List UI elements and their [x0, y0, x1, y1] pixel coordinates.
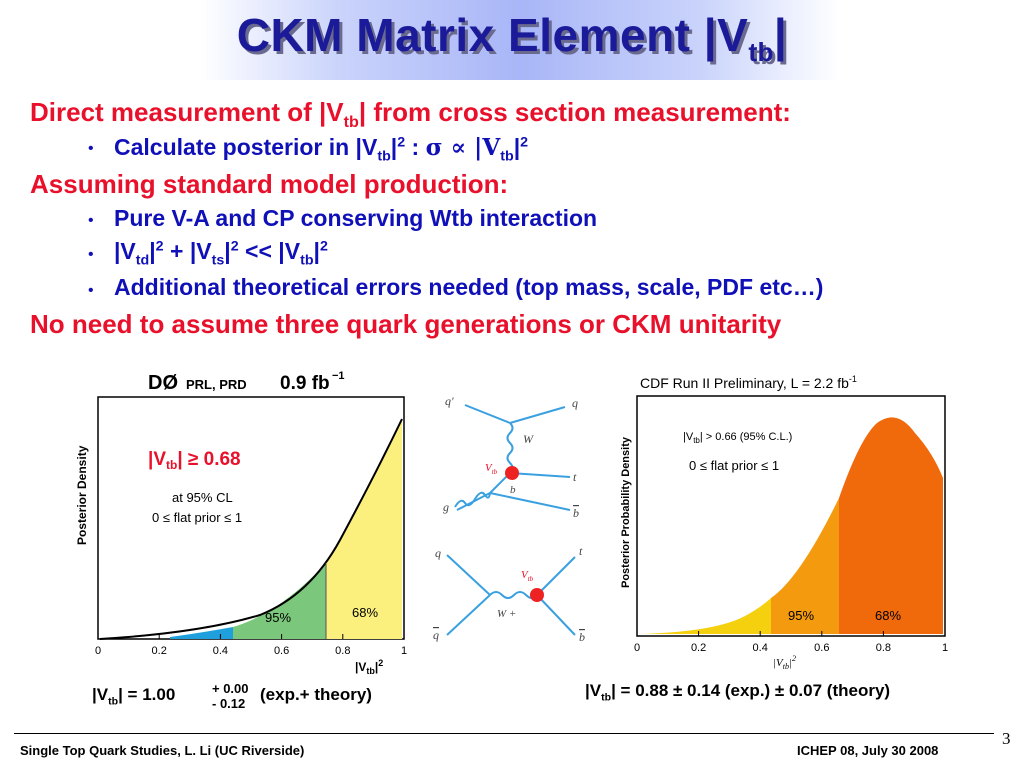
- svg-text:g: g: [443, 500, 449, 514]
- d0-tick-label: 0.2: [152, 645, 167, 657]
- vtb-vertex-top: [505, 466, 519, 480]
- d0-result-errors: + 0.00- 0.12: [212, 681, 249, 711]
- d0-result-label: |Vtb| ≥ 0.68: [148, 449, 241, 472]
- feynman-bottom: q q t b W + Vtb: [433, 544, 585, 644]
- cdf-region-95: [771, 498, 839, 634]
- svg-text:t: t: [573, 470, 577, 484]
- d0-header-lumi: 0.9 fb: [280, 373, 330, 394]
- bullet-dot: •: [88, 282, 94, 299]
- cdf-region-tail: [639, 598, 771, 634]
- svg-text:W +: W +: [497, 608, 516, 620]
- bullet-dot: •: [88, 212, 94, 229]
- cdf-prior-text: 0 ≤ flat prior ≤ 1: [689, 458, 779, 473]
- heading-direct-measurement: Direct measurement of |Vtb| from cross s…: [30, 97, 791, 132]
- svg-text:W: W: [523, 432, 534, 446]
- cdf-band-95-label: 95%: [788, 608, 814, 623]
- d0-tick-label: 0.4: [213, 645, 228, 657]
- bullet-vtd-vts: |Vtd|2 + |Vts|2 << |Vtb|2: [114, 238, 328, 269]
- svg-text:Vtb: Vtb: [485, 462, 498, 476]
- bullet-posterior: Calculate posterior in |Vtb|2 : σ ∝ |Vtb…: [114, 134, 529, 165]
- feynman-diagrams: q' q W Vtb t b g b q q t b W + Vtb: [433, 394, 585, 644]
- bullet-dot: •: [88, 140, 94, 157]
- d0-posterior-plot: DØ PRL, PRD 0.9 fb −1 Posterior Density …: [75, 370, 407, 676]
- cdf-limit-text: |Vtb| > 0.66 (95% C.L.): [683, 431, 792, 445]
- d0-tick-label: 1: [401, 645, 407, 657]
- cdf-header: CDF Run II Preliminary, L = 2.2 fb-1: [640, 374, 857, 391]
- d0-result-suffix: (exp.+ theory): [260, 685, 372, 704]
- d0-y-axis-label: Posterior Density: [75, 445, 89, 545]
- svg-text:q: q: [435, 546, 441, 560]
- d0-region-tail: [170, 627, 233, 639]
- vtb-vertex-bottom: [530, 588, 544, 602]
- footer-right: ICHEP 08, July 30 2008: [797, 743, 939, 758]
- bullet-dot: •: [88, 246, 94, 263]
- cdf-x-axis-label: |Vtb|2: [773, 654, 796, 671]
- cdf-y-axis-label: Posterior Probability Density: [620, 436, 632, 588]
- footer-rule: [14, 733, 994, 734]
- cdf-tick-label: 0.4: [753, 642, 768, 654]
- cdf-tick-label: 0.6: [814, 642, 829, 654]
- cdf-posterior-plot: CDF Run II Preliminary, L = 2.2 fb-1 Pos…: [620, 374, 948, 671]
- cdf-band-68-label: 68%: [875, 608, 901, 623]
- d0-header-ref: PRL, PRD: [186, 377, 247, 392]
- svg-text:q': q': [445, 394, 454, 408]
- bullet-va-cp: Pure V-A and CP conserving Wtb interacti…: [114, 205, 598, 231]
- slide-title: CKM Matrix Element |Vtb|: [236, 9, 788, 68]
- d0-region-95: [233, 563, 326, 639]
- cdf-tick-label: 1: [942, 642, 948, 654]
- d0-x-axis-label: |Vtb|2: [355, 658, 383, 676]
- cdf-tick-label: 0: [634, 642, 640, 654]
- svg-text:Vtb: Vtb: [521, 569, 534, 583]
- heading-assuming-sm: Assuming standard model production:: [30, 169, 509, 199]
- svg-text:q: q: [572, 396, 578, 410]
- cdf-tick-label: 0.8: [876, 642, 891, 654]
- svg-text:b: b: [510, 484, 516, 496]
- d0-cl-text: at 95% CL: [172, 490, 233, 505]
- d0-result: |Vtb| = 1.00: [92, 685, 176, 708]
- d0-tick-label: 0: [95, 645, 101, 657]
- d0-band-95-label: 95%: [265, 610, 291, 625]
- d0-posterior-curve: [99, 418, 403, 640]
- cdf-tick-label: 0.2: [691, 642, 706, 654]
- d0-tick-label: 0.8: [335, 645, 350, 657]
- svg-text:b: b: [573, 506, 579, 520]
- cdf-result: |Vtb| = 0.88 ± 0.14 (exp.) ± 0.07 (theor…: [585, 681, 891, 704]
- page-number: 3: [1002, 729, 1011, 748]
- d0-prior-text: 0 ≤ flat prior ≤ 1: [152, 510, 242, 525]
- svg-text:b: b: [579, 630, 585, 644]
- d0-x-ticks: 0 0.2 0.4 0.6 0.8 1: [95, 634, 407, 657]
- feynman-top: q' q W Vtb t b g b: [443, 394, 579, 520]
- d0-region-68: [326, 419, 402, 639]
- d0-band-68-label: 68%: [352, 605, 378, 620]
- title-band: [200, 0, 840, 80]
- d0-header-experiment: DØ: [148, 372, 178, 394]
- heading-no-need: No need to assume three quark generation…: [30, 309, 782, 339]
- d0-header-lumi-exp: −1: [332, 370, 345, 382]
- cdf-x-ticks: 0 0.2 0.4 0.6 0.8 1: [634, 631, 948, 654]
- svg-text:q: q: [433, 628, 439, 642]
- footer-left: Single Top Quark Studies, L. Li (UC Rive…: [20, 743, 305, 758]
- d0-tick-label: 0.6: [274, 645, 289, 657]
- svg-text:t: t: [579, 544, 583, 558]
- cdf-region-68: [839, 417, 943, 634]
- bullet-theory-errors: Additional theoretical errors needed (to…: [114, 274, 824, 300]
